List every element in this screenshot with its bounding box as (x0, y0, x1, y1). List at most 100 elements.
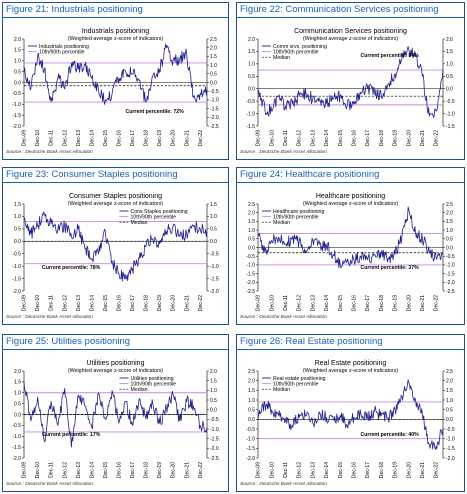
y-tick-label: 2.0 (14, 37, 21, 43)
x-tick-label: Dec-11 (49, 295, 55, 311)
y-tick-label: -0.5 (246, 254, 255, 260)
chart-panel-2: Figure 22: Communication Services positi… (236, 2, 465, 160)
y-tick-label: 1.0 (248, 228, 255, 234)
y2-tick-label: -2.0 (210, 446, 219, 452)
x-tick-label: Dec-13 (76, 295, 82, 311)
current-percentile-note: Current percentile: 40% (361, 432, 420, 438)
y-tick-label: 1.5 (248, 219, 255, 225)
panel-border (236, 2, 465, 160)
chart-subtitle: (Weighted average z-score of indicators) (303, 201, 399, 207)
y-tick-label: 0.5 (14, 401, 21, 407)
y-tick-label: -1.0 (12, 102, 21, 108)
current-percentile-note: Current percentile: 17% (42, 432, 101, 438)
x-tick-label: Dec-21 (184, 295, 190, 311)
figure-title-rule (2, 182, 229, 183)
legend-entry: 10th/90th percentile (273, 381, 319, 387)
chart-panel-1: Figure 21: Industrials positioning Source… (2, 2, 229, 160)
chart-subtitle: (Weighted average z-score of indicators) (68, 201, 164, 207)
x-tick-label: Dec-22 (434, 130, 440, 146)
x-tick-label: Dec-12 (297, 462, 303, 478)
legend-entry: 10th/90th percentile (131, 214, 177, 220)
y2-tick-label: -2.5 (446, 289, 455, 295)
x-tick-label: Dec-20 (406, 462, 412, 478)
y2-tick-label: 0.0 (446, 245, 453, 251)
y-tick-label: 0.0 (248, 245, 255, 251)
panel-border (2, 334, 229, 492)
x-tick-label: Dec-09 (22, 295, 28, 311)
chart-title: Real Estate positioning (315, 360, 387, 367)
x-tick-label: Dec-12 (297, 295, 303, 311)
y-tick-label: -1.5 (12, 445, 21, 451)
x-tick-label: Dec-16 (116, 462, 122, 478)
chart-svg: Industrials positioning(Weighted average… (12, 28, 218, 146)
x-tick-label: Dec-19 (393, 295, 399, 311)
y2-tick-label: -1.0 (446, 263, 455, 269)
y2-tick-label: 0.5 (446, 407, 453, 413)
y2-tick-label: 1.0 (446, 398, 453, 404)
y-tick-label: -1.5 (12, 113, 21, 119)
y2-tick-label: -1.0 (210, 264, 219, 270)
x-tick-label: Dec-21 (420, 462, 426, 478)
y-tick-label: -1.0 (12, 264, 21, 270)
y2-tick-label: -1.5 (446, 446, 455, 452)
y-tick-label: -2.0 (12, 289, 21, 295)
x-tick-label: Dec-13 (310, 295, 316, 311)
figure-label: Figure 23: Consumer Staples positioning (6, 169, 178, 180)
y2-tick-label: 2.0 (210, 46, 217, 52)
series-line (257, 206, 444, 269)
chart-subtitle: (Weighted average z-score of indicators) (303, 36, 399, 42)
x-tick-label: Dec-16 (352, 130, 358, 146)
source-note: Source : Deutsche Bank Asset Allocation (240, 482, 327, 487)
x-tick-label: Dec-22 (198, 462, 204, 478)
figure-title-rule (236, 17, 465, 18)
y-tick-label: 2.5 (248, 202, 255, 208)
y2-tick-label: 1.0 (210, 63, 217, 69)
x-tick-label: Dec-14 (324, 295, 330, 311)
chart-subtitle: (Weighted average z-score of indicators) (303, 368, 399, 374)
figure-label: Figure 25: Utilities positioning (6, 336, 131, 347)
x-tick-label: Dec-16 (116, 295, 122, 311)
y2-tick-label: -2.0 (210, 289, 219, 295)
y2-tick-label: -0.5 (446, 427, 455, 433)
x-tick-label: Dec-12 (62, 295, 68, 311)
x-tick-label: Dec-13 (76, 130, 82, 146)
y2-tick-label: 0.5 (210, 227, 217, 233)
y2-tick-label: -1.5 (210, 436, 219, 442)
legend-entry: Median (273, 220, 290, 226)
x-tick-label: Dec-19 (157, 462, 163, 478)
figure-title-rule (2, 17, 229, 18)
y-tick-label: -0.5 (246, 99, 255, 105)
x-tick-label: Dec-12 (62, 462, 68, 478)
x-tick-label: Dec-15 (103, 130, 109, 146)
x-tick-label: Dec-18 (379, 295, 385, 311)
figure-label: Figure 24: Healthcare positioning (240, 169, 380, 180)
x-tick-label: Dec-10 (269, 462, 275, 478)
y-tick-label: 0.5 (14, 227, 21, 233)
chart-svg: Communication Services positioning(Weigh… (246, 28, 454, 146)
y2-tick-label: 0.0 (210, 407, 217, 413)
panel-border (2, 167, 229, 325)
x-tick-label: Dec-17 (365, 295, 371, 311)
legend-entry: 10th/90th percentile (273, 49, 319, 55)
x-tick-label: Dec-13 (310, 130, 316, 146)
y2-tick-label: -2.5 (210, 456, 219, 462)
x-tick-label: Dec-20 (171, 295, 177, 311)
y2-tick-label: -1.5 (446, 271, 455, 277)
x-tick-label: Dec-16 (116, 130, 122, 146)
y-tick-label: -0.5 (246, 427, 255, 433)
y-tick-label: -2.0 (12, 124, 21, 130)
x-tick-label: Dec-21 (420, 130, 426, 146)
legend-entry: Real estate positioning (273, 376, 326, 382)
y-tick-label: -0.5 (12, 91, 21, 97)
x-tick-label: Dec-10 (269, 295, 275, 311)
y-tick-label: 1.5 (14, 380, 21, 386)
y2-tick-label: 1.0 (446, 62, 453, 68)
x-tick-label: Dec-18 (144, 462, 150, 478)
chart-title: Industrials positioning (82, 28, 149, 35)
figure-label: Figure 22: Communication Services positi… (240, 4, 439, 15)
y2-tick-label: 0.0 (446, 417, 453, 423)
y-tick-label: 1.5 (14, 48, 21, 54)
y2-tick-label: 2.5 (210, 37, 217, 43)
y2-tick-label: 2.5 (446, 202, 453, 208)
y2-tick-label: 0.5 (210, 72, 217, 78)
